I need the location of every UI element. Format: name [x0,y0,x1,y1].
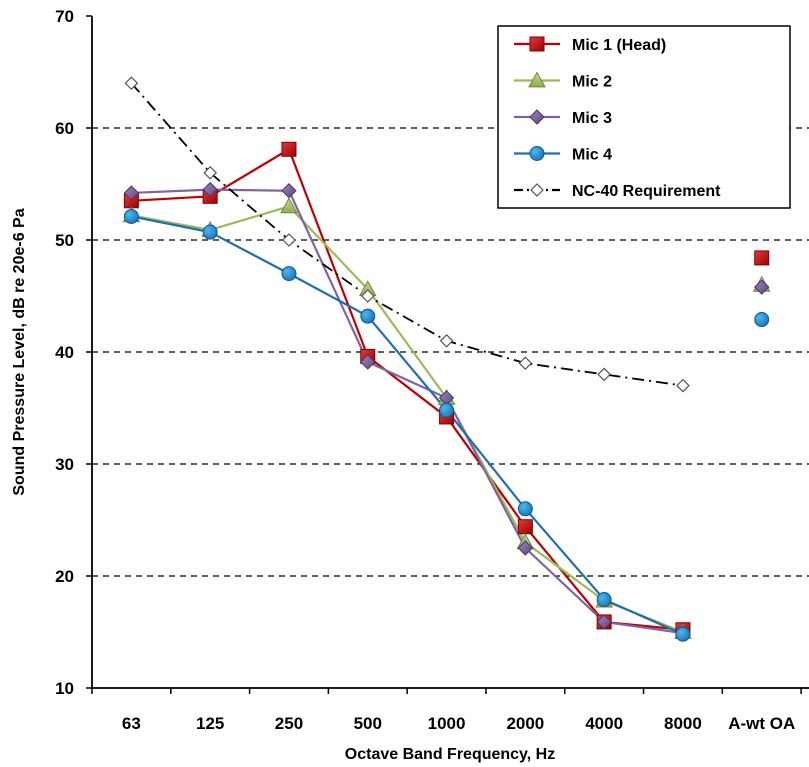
series-line [130,82,684,387]
data-point [754,250,770,266]
axes [86,15,809,694]
data-point [123,185,140,201]
data-point [675,626,691,642]
data-point [529,36,545,52]
series-line [131,147,684,631]
y-axis-label: Sound Pressure Level, dB re 20e-6 Pa [11,208,28,495]
data-point [280,197,298,214]
data-point [518,356,533,371]
legend-label: Mic 3 [572,110,612,127]
y-tick-label: 60 [55,119,74,138]
data-point [123,208,139,224]
y-tick-label: 20 [55,567,74,586]
data-point [517,519,533,535]
series-lines [130,82,684,636]
series-line [131,188,684,635]
data-point [676,378,690,393]
data-point [203,165,218,180]
y-tick-label: 50 [55,231,74,250]
legend-label: Mic 1 (Head) [572,37,666,54]
x-tick-label: 2000 [506,714,544,733]
legend: Mic 1 (Head) Mic 2 Mic 3 Mic 4 NC-40 Require… [497,25,791,209]
data-point [360,308,376,324]
data-point [439,402,455,418]
data-point [529,146,545,161]
legend-label: Mic 4 [572,147,612,164]
series-line [131,205,684,634]
legend-label: Mic 2 [572,74,612,91]
data-point [281,183,297,199]
legend-label: NC-40 Requirement [572,183,721,200]
data-point [754,279,770,295]
y-tick-label: 70 [55,7,74,26]
data-point [124,76,139,91]
data-point [281,266,297,282]
data-point [281,141,297,157]
x-axis-label: Octave Band Frequency, Hz [345,746,555,763]
data-point [517,540,534,556]
y-tick-labels: 10 20 30 40 50 60 70 [55,7,74,698]
y-tick-label: 10 [55,679,74,698]
data-point [528,71,546,88]
series-line [131,215,684,636]
x-tick-label: 63 [122,714,141,733]
data-point [754,312,770,328]
data-point [596,614,612,630]
x-tick-label: A-wt OA [728,714,795,733]
x-tick-label: 500 [354,714,382,733]
data-point [517,501,533,517]
data-point [360,354,376,370]
y-tick-label: 30 [55,455,74,474]
x-tick-labels: 63 125 250 500 1000 2000 4000 8000 A-wt OA [122,714,795,733]
data-point [282,233,296,247]
x-tick-label: 125 [196,714,224,733]
x-tick-label: 4000 [585,714,623,733]
data-point [202,224,218,240]
x-tick-label: 1000 [428,714,466,733]
data-point [360,289,375,303]
data-point [597,367,611,382]
series-markers [122,76,771,642]
y-tick-label: 40 [55,343,74,362]
data-point [530,183,544,197]
data-point [529,109,545,125]
data-point [202,181,218,198]
x-tick-label: 8000 [664,714,702,733]
data-point [439,333,454,348]
data-point [596,592,612,608]
x-tick-label: 250 [275,714,303,733]
